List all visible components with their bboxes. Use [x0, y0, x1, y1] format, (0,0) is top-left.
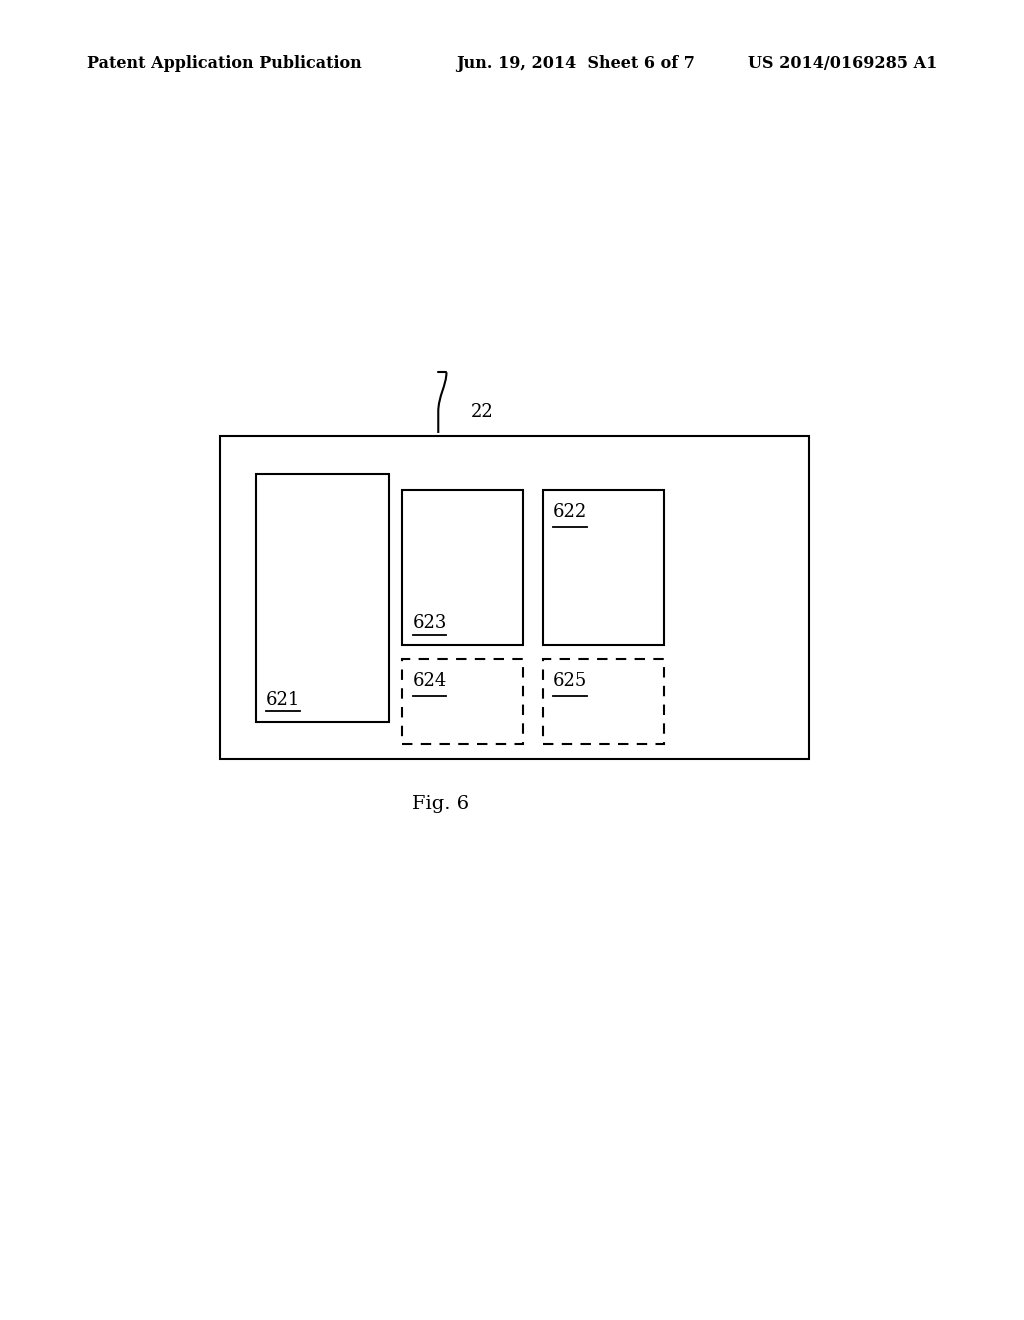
Text: 623: 623 — [413, 614, 447, 632]
Text: 622: 622 — [553, 503, 587, 521]
Bar — [543, 659, 664, 744]
Text: Fig. 6: Fig. 6 — [412, 795, 469, 813]
Text: US 2014/0169285 A1: US 2014/0169285 A1 — [748, 55, 937, 73]
Bar — [220, 436, 809, 759]
Bar — [402, 490, 523, 645]
Bar — [402, 659, 523, 744]
Bar — [543, 490, 664, 645]
Text: 625: 625 — [553, 672, 587, 690]
Text: Jun. 19, 2014  Sheet 6 of 7: Jun. 19, 2014 Sheet 6 of 7 — [456, 55, 694, 73]
Bar — [256, 474, 389, 722]
Text: 624: 624 — [413, 672, 446, 690]
Text: Patent Application Publication: Patent Application Publication — [87, 55, 361, 73]
Text: 621: 621 — [266, 690, 301, 709]
Text: 22: 22 — [471, 403, 494, 421]
